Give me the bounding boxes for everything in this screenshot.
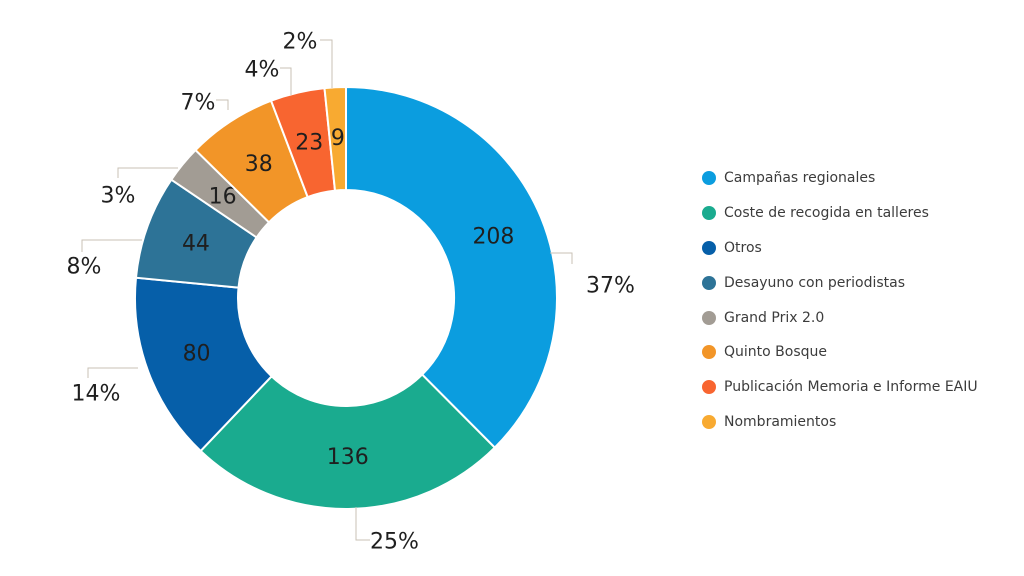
legend-label: Grand Prix 2.0 (724, 309, 825, 326)
legend-label: Coste de recogida en talleres (724, 205, 929, 222)
leader-line (280, 67, 292, 95)
slice-percent-label: 8% (67, 255, 102, 280)
leader-line (216, 99, 229, 110)
legend-item: Publicación Memoria e Informe EAIU (702, 370, 978, 405)
legend-swatch (702, 275, 716, 290)
legend-swatch (702, 345, 716, 360)
slice-percent-label: 7% (181, 91, 216, 116)
slice-value-label: 9 (331, 126, 345, 151)
slice-value-label: 136 (327, 445, 369, 470)
legend-item: Grand Prix 2.0 (702, 300, 978, 335)
slice-value-label: 16 (209, 184, 237, 209)
slice-percent-label: 37% (586, 274, 635, 299)
donut-slice (199, 373, 497, 510)
legend-item: Coste de recogida en talleres (702, 196, 978, 231)
legend-label: Desayuno con periodistas (724, 274, 906, 291)
legend-label: Nombramientos (724, 413, 837, 430)
slice-value-label: 38 (245, 152, 273, 177)
slice-percent-label: 14% (72, 382, 121, 407)
slice-percent-label: 3% (101, 184, 136, 209)
slice-percent-label: 2% (283, 30, 318, 55)
legend-item: Quinto Bosque (702, 335, 978, 370)
legend-swatch (702, 310, 716, 325)
leader-line (81, 239, 142, 252)
legend-item: Desayuno con periodistas (702, 265, 978, 300)
slice-value-label: 44 (182, 231, 210, 256)
slice-percent-label: 4% (245, 58, 280, 83)
leader-line (87, 367, 138, 378)
donut-slice (345, 85, 558, 450)
chart-legend: Campañas regionales Coste de recogida en … (702, 161, 978, 439)
legend-label: Otros (724, 239, 762, 256)
leader-line (117, 167, 178, 178)
slice-value-label: 208 (472, 225, 514, 250)
legend-swatch (702, 171, 716, 186)
legend-swatch (702, 414, 716, 429)
legend-label: Publicación Memoria e Informe EAIU (724, 379, 978, 396)
slice-value-label: 80 (183, 341, 211, 366)
legend-item: Otros (702, 231, 978, 266)
leader-line (355, 507, 370, 541)
legend-swatch (702, 380, 716, 395)
legend-item: Campañas regionales (702, 161, 978, 196)
leader-line (320, 39, 333, 88)
legend-item: Nombramientos (702, 405, 978, 440)
slice-percent-label: 25% (370, 530, 419, 555)
legend-swatch (702, 206, 716, 221)
leader-line (550, 252, 573, 264)
legend-swatch (702, 240, 716, 255)
slice-value-label: 23 (295, 130, 323, 155)
legend-label: Campañas regionales (724, 170, 876, 187)
legend-label: Quinto Bosque (724, 344, 827, 361)
